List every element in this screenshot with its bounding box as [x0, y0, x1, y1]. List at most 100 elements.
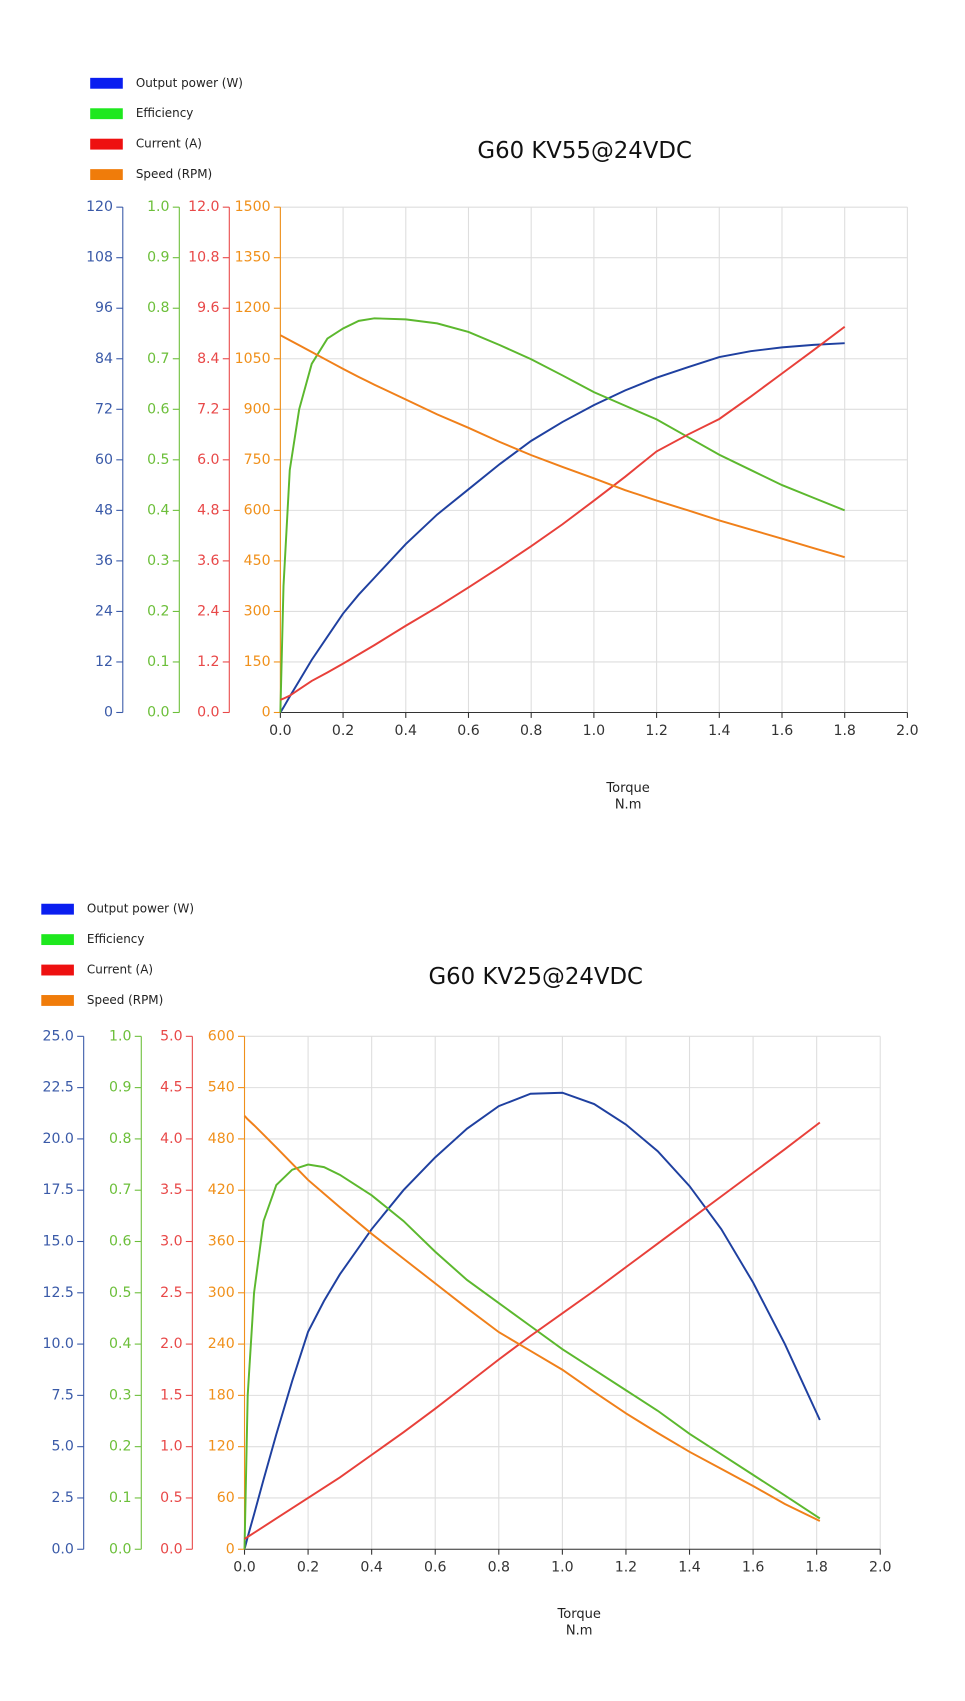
y-tick-label: 3.5 [160, 1182, 182, 1198]
y-tick-label: 1.2 [197, 654, 219, 670]
y-tick-label: 20.0 [42, 1131, 73, 1147]
y-tick-label: 0 [226, 1541, 235, 1557]
y-tick-label: 180 [208, 1387, 235, 1403]
y-tick-label: 120 [208, 1439, 235, 1455]
y-tick-label: 0.6 [147, 401, 169, 417]
legend-label: Output power (W) [87, 902, 194, 916]
y-tick-label: 24 [95, 603, 113, 619]
series-line [243, 1115, 821, 1522]
x-axis-title: Torque [557, 1607, 601, 1622]
y-tick-label: 36 [95, 553, 113, 569]
series-line [279, 317, 846, 713]
y-tick-label: 1200 [235, 300, 271, 316]
y-tick-label: 0.0 [147, 704, 169, 720]
y-tick-label: 72 [95, 401, 113, 417]
x-tick-label: 1.0 [583, 723, 605, 739]
x-tick-label: 0.0 [269, 723, 291, 739]
legend-label: Efficiency [87, 932, 145, 946]
y-tick-label: 10.0 [42, 1336, 73, 1352]
series-line [280, 325, 846, 701]
x-tick-label: 1.0 [551, 1560, 573, 1576]
y-tick-label: 750 [244, 452, 271, 468]
y-tick-label: 0.5 [160, 1490, 182, 1506]
y-tick-label: 420 [208, 1182, 235, 1198]
x-tick-label: 1.8 [805, 1560, 827, 1576]
y-tick-label: 12 [95, 654, 113, 670]
y-tick-label: 12.0 [188, 199, 219, 215]
x-tick-label: 1.4 [708, 723, 730, 739]
x-tick-label: 0.8 [520, 723, 542, 739]
y-tick-label: 8.4 [197, 351, 219, 367]
y-tick-label: 0.7 [147, 351, 169, 367]
x-tick-label: 0.6 [457, 723, 479, 739]
y-tick-label: 3.0 [160, 1233, 182, 1249]
y-tick-label: 3.6 [197, 553, 219, 569]
y-tick-label: 300 [208, 1285, 235, 1301]
y-tick-label: 1500 [235, 199, 271, 215]
y-tick-label: 6.0 [197, 452, 219, 468]
legend-label: Speed (RPM) [136, 167, 212, 181]
y-tick-label: 60 [95, 452, 113, 468]
x-tick-label: 1.6 [742, 1560, 764, 1576]
y-tick-label: 0.0 [109, 1541, 131, 1557]
y-tick-label: 240 [208, 1336, 235, 1352]
y-tick-label: 22.5 [42, 1080, 73, 1096]
x-tick-label: 0.6 [424, 1560, 446, 1576]
y-tick-label: 0.2 [109, 1439, 131, 1455]
y-tick-label: 480 [208, 1131, 235, 1147]
legend-swatch [41, 995, 74, 1006]
legend-label: Current (A) [136, 137, 202, 151]
y-tick-label: 0.1 [147, 654, 169, 670]
legend-swatch [90, 169, 123, 180]
legend-label: Current (A) [87, 963, 153, 977]
x-tick-label: 0.2 [332, 723, 354, 739]
y-tick-label: 0.7 [109, 1182, 131, 1198]
y-tick-label: 60 [217, 1490, 235, 1506]
y-tick-label: 1350 [235, 250, 271, 266]
y-tick-label: 5.0 [160, 1028, 182, 1044]
x-tick-label: 1.2 [645, 723, 667, 739]
x-tick-label: 0.4 [395, 723, 417, 739]
y-tick-label: 1.0 [160, 1439, 182, 1455]
x-tick-label: 0.8 [488, 1560, 510, 1576]
y-tick-label: 0.3 [147, 553, 169, 569]
y-tick-label: 0.8 [109, 1131, 131, 1147]
y-tick-label: 0.5 [147, 452, 169, 468]
y-tick-label: 2.5 [160, 1285, 182, 1301]
x-axis-unit: N.m [615, 797, 642, 812]
x-tick-label: 1.8 [833, 723, 855, 739]
y-tick-label: 108 [86, 250, 113, 266]
chart-title: G60 KV55@24VDC [477, 138, 691, 164]
y-tick-label: 4.0 [160, 1131, 182, 1147]
y-tick-label: 0 [262, 704, 271, 720]
y-tick-label: 48 [95, 502, 113, 518]
series-line [243, 1163, 821, 1550]
y-tick-label: 0.8 [147, 300, 169, 316]
legend-swatch [90, 108, 123, 120]
y-tick-label: 1.5 [160, 1387, 182, 1403]
y-tick-label: 0.9 [109, 1080, 131, 1096]
y-tick-label: 0.9 [147, 250, 169, 266]
y-tick-label: 0 [104, 704, 113, 720]
y-tick-label: 2.4 [197, 603, 219, 619]
y-tick-label: 17.5 [42, 1182, 73, 1198]
x-axis-unit: N.m [566, 1623, 593, 1638]
y-tick-label: 150 [244, 654, 271, 670]
y-tick-label: 1050 [235, 351, 271, 367]
y-tick-label: 2.5 [51, 1490, 73, 1506]
y-tick-label: 7.5 [51, 1387, 73, 1403]
y-tick-label: 0.0 [160, 1541, 182, 1557]
series-line [243, 1121, 821, 1540]
y-tick-label: 0.5 [109, 1285, 131, 1301]
y-tick-label: 120 [86, 199, 113, 215]
y-tick-label: 10.8 [188, 250, 219, 266]
y-tick-label: 540 [208, 1080, 235, 1096]
y-tick-label: 0.4 [109, 1336, 131, 1352]
legend-swatch [41, 934, 74, 946]
x-tick-label: 2.0 [869, 1560, 891, 1576]
x-tick-label: 0.0 [233, 1560, 255, 1576]
x-tick-label: 1.6 [771, 723, 793, 739]
y-tick-label: 25.0 [42, 1028, 73, 1044]
x-tick-label: 1.2 [615, 1560, 637, 1576]
y-tick-label: 0.6 [109, 1233, 131, 1249]
